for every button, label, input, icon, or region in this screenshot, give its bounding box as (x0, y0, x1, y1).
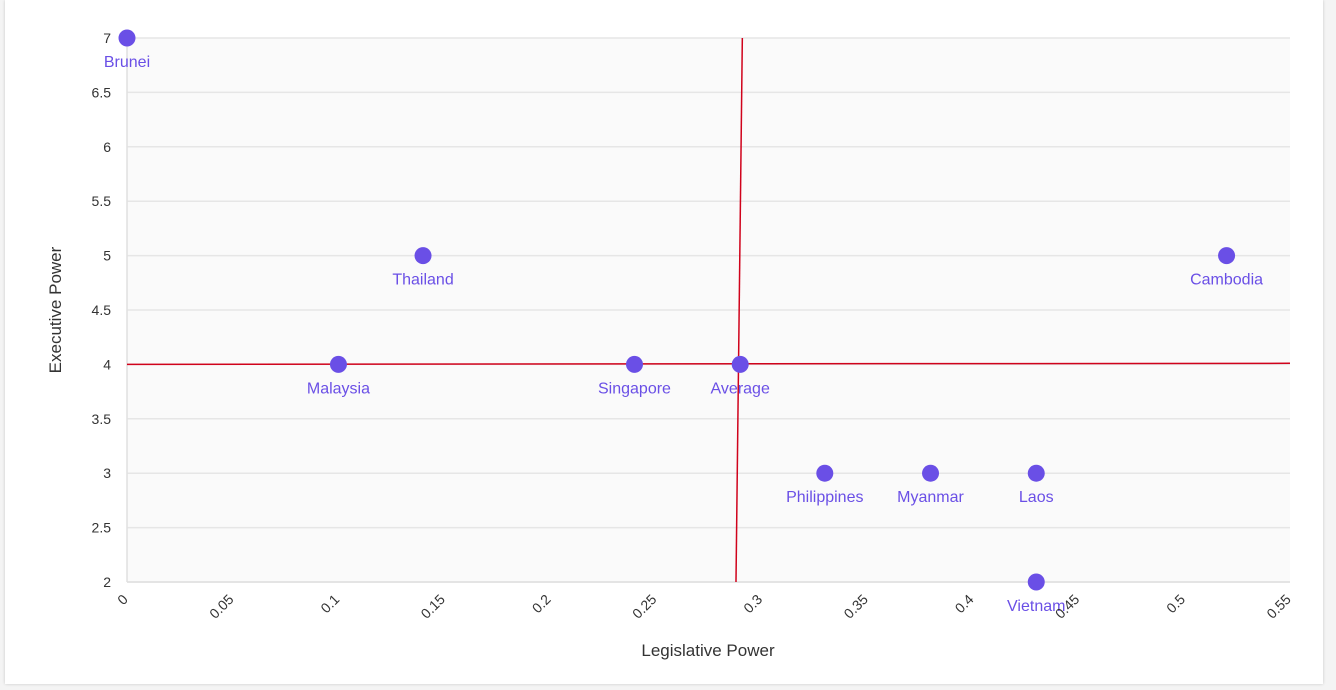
y-tick-label: 5.5 (92, 193, 112, 209)
x-tick-label: 0.2 (529, 591, 554, 616)
x-tick-label: 0.25 (629, 591, 660, 622)
x-tick-label: 0.1 (317, 591, 342, 616)
data-point-label: Malaysia (307, 380, 370, 397)
data-points (118, 29, 1236, 591)
data-point-label: Thailand (392, 272, 453, 289)
y-tick-label: 5 (103, 248, 111, 264)
data-point (731, 355, 749, 373)
data-point-label: Philippines (786, 489, 863, 506)
y-tick-label: 2 (103, 574, 111, 590)
data-point (329, 355, 347, 373)
y-axis-title: Executive Power (46, 246, 65, 373)
data-point-label: Myanmar (897, 489, 964, 506)
data-point (1218, 247, 1236, 265)
y-tick-labels: 2 2.5 3 3.5 4 4.5 5 5.5 6 6.5 7 (92, 30, 112, 590)
y-tick-label: 4 (103, 356, 111, 372)
x-tick-label: 0.15 (417, 591, 448, 622)
x-tick-label: 0.4 (952, 591, 977, 616)
data-point (1027, 573, 1045, 591)
data-point-label: Vietnam (1007, 598, 1065, 615)
x-tick-label: 0 (114, 591, 131, 608)
reference-line-horizontal (126, 362, 1291, 366)
data-point (118, 29, 136, 47)
x-tick-label: 0.05 (206, 591, 237, 622)
data-point-label: Laos (1019, 489, 1054, 506)
data-point-label: Cambodia (1190, 272, 1263, 289)
y-tick-label: 3 (103, 465, 111, 481)
x-tick-label: 0.45 (1052, 591, 1083, 622)
data-point (816, 464, 834, 482)
x-tick-labels: 0 0.05 0.1 0.15 0.2 0.25 0.3 0.35 0.4 0.45 0.5 0.55 (114, 591, 1294, 622)
y-tick-label: 3.5 (92, 411, 112, 427)
data-point-label: Average (711, 380, 770, 397)
x-tick-label: 0.3 (740, 591, 765, 616)
y-tick-label: 2.5 (92, 520, 112, 536)
y-tick-label: 6 (103, 139, 111, 155)
point-labels: Brunei Thailand Cambodia Malaysia Singapore A… (104, 54, 1263, 615)
x-tick-label: 0.5 (1163, 591, 1188, 616)
x-tick-label: 0.35 (840, 591, 871, 622)
data-point (1027, 464, 1045, 482)
y-tick-label: 4.5 (92, 302, 112, 318)
reference-line-vertical (735, 37, 744, 583)
data-point-label: Singapore (598, 380, 671, 397)
x-tick-label: 0.55 (1263, 591, 1294, 622)
data-point (625, 355, 643, 373)
axes (126, 38, 1290, 583)
data-point (922, 464, 940, 482)
data-point-label: Brunei (104, 54, 150, 71)
y-tick-label: 6.5 (92, 84, 112, 100)
x-axis-title: Legislative Power (641, 641, 775, 660)
data-point (414, 247, 432, 265)
y-tick-label: 7 (103, 30, 111, 46)
reference-lines (126, 37, 1291, 583)
